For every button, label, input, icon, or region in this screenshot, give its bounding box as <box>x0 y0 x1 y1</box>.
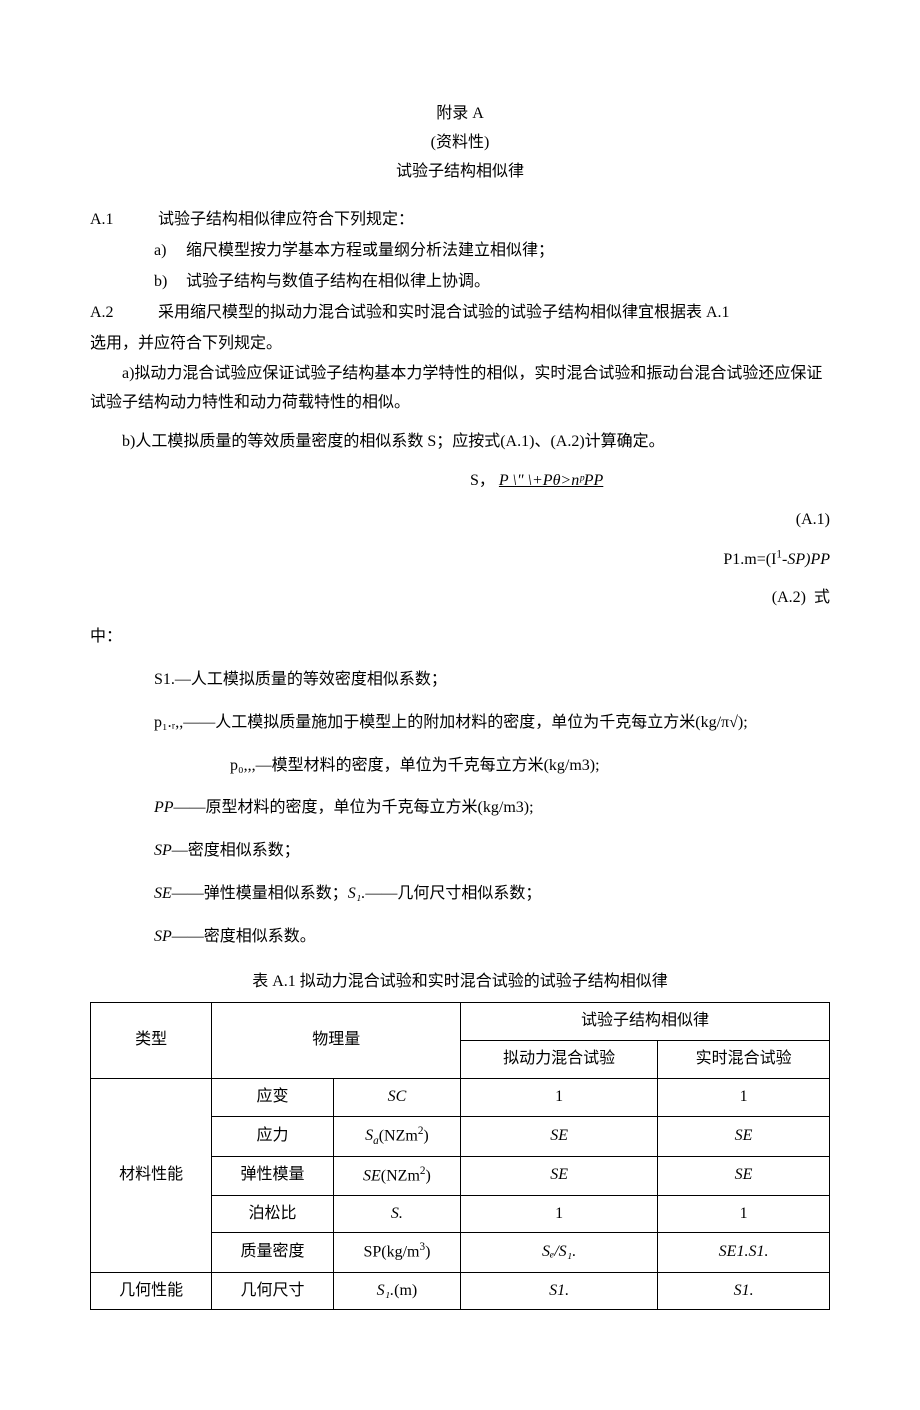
var-def: SE——弹性模量相似系数；S₁.——几何尺寸相似系数； <box>90 880 830 909</box>
eq-num-text: (A.2) <box>772 589 806 606</box>
col-pseudo: 拟动力混合试验 <box>461 1041 658 1079</box>
table-caption: 表 A.1 拟动力混合试验和实时混合试验的试验子结构相似律 <box>90 968 830 997</box>
list-marker: b) <box>154 268 182 297</box>
para-a: a)拟动力混合试验应保证试验子结构基本力学特性的相似，实时混合试验和振动台混合试… <box>90 360 830 418</box>
list-text: 缩尺模型按力学基本方程或量纲分析法建立相似律； <box>186 242 554 259</box>
list-marker: a) <box>154 237 182 266</box>
section-a2: A.2 采用缩尺模型的拟动力混合试验和实时混合试验的试验子结构相似律宜根据表 A… <box>90 299 830 328</box>
equation-1-num: (A.1) <box>90 506 830 535</box>
col-law: 试验子结构相似律 <box>461 1003 830 1041</box>
cell: SE1.S1. <box>658 1233 830 1272</box>
section-text: 采用缩尺模型的拟动力混合试验和实时混合试验的试验子结构相似律宜根据表 A.1 <box>158 304 730 321</box>
cell: 质量密度 <box>212 1233 333 1272</box>
cell: SC <box>333 1079 460 1117</box>
variable-definitions: S1.—人工模拟质量的等效密度相似系数； p₁.ᵣ,,——人工模拟质量施加于模型… <box>90 666 830 952</box>
cell: 1 <box>658 1079 830 1117</box>
cell: SE(NZm2) <box>333 1156 460 1195</box>
list-item-b: b) 试验子结构与数值子结构在相似律上协调。 <box>90 268 830 297</box>
cell: SE <box>461 1116 658 1156</box>
cell: 1 <box>658 1195 830 1233</box>
eq-label: S， <box>470 472 495 489</box>
cell: 应力 <box>212 1116 333 1156</box>
col-realtime: 实时混合试验 <box>658 1041 830 1079</box>
table-header-row: 类型 物理量 试验子结构相似律 <box>91 1003 830 1041</box>
equation-2-num: (A.2) 式 <box>90 584 830 613</box>
cell: 几何尺寸 <box>212 1272 333 1310</box>
cell: S1. <box>461 1272 658 1310</box>
cell: 弹性模量 <box>212 1156 333 1195</box>
cell: S₁.(m) <box>333 1272 460 1310</box>
cell: SP(kg/m3) <box>333 1233 460 1272</box>
cell: S. <box>333 1195 460 1233</box>
col-phys: 物理量 <box>212 1003 461 1079</box>
section-text: 试验子结构相似律应符合下列规定： <box>158 211 414 228</box>
cell: SE <box>658 1156 830 1195</box>
title-block: 附录 A (资料性) 试验子结构相似律 <box>90 100 830 186</box>
list-item-a: a) 缩尺模型按力学基本方程或量纲分析法建立相似律； <box>90 237 830 266</box>
section-number: A.1 <box>90 206 154 235</box>
section-number: A.2 <box>90 299 154 328</box>
cell: SE <box>461 1156 658 1195</box>
var-def: p₁.ᵣ,,——人工模拟质量施加于模型上的附加材料的密度，单位为千克每立方米(k… <box>90 709 830 738</box>
doc-title: 试验子结构相似律 <box>90 158 830 187</box>
var-def: SP——密度相似系数。 <box>90 923 830 952</box>
appendix-label: 附录 A <box>90 100 830 129</box>
cell: S1. <box>658 1272 830 1310</box>
cell: Sₑ/S₁. <box>461 1233 658 1272</box>
var-def: S1.—人工模拟质量的等效密度相似系数； <box>90 666 830 695</box>
eq-body: P \" \+Pθ>nᵖPP <box>499 472 603 489</box>
section-a1: A.1 试验子结构相似律应符合下列规定： <box>90 206 830 235</box>
table-row: 几何性能 几何尺寸 S₁.(m) S1. S1. <box>91 1272 830 1310</box>
group-material: 材料性能 <box>91 1079 212 1273</box>
var-def: PP——原型材料的密度，单位为千克每立方米(kg/m3); <box>90 794 830 823</box>
similarity-table: 类型 物理量 试验子结构相似律 拟动力混合试验 实时混合试验 材料性能 应变 S… <box>90 1002 830 1310</box>
group-geom: 几何性能 <box>91 1272 212 1310</box>
cell: Sa(NZm2) <box>333 1116 460 1156</box>
cell: 应变 <box>212 1079 333 1117</box>
cell: 1 <box>461 1079 658 1117</box>
nature-label: (资料性) <box>90 129 830 158</box>
col-type: 类型 <box>91 1003 212 1079</box>
var-def: SP—密度相似系数； <box>90 837 830 866</box>
section-a2-cont: 选用，并应符合下列规定。 <box>90 330 830 359</box>
cell: 1 <box>461 1195 658 1233</box>
equation-2: P1.m=(I1-SP)PP <box>90 544 830 574</box>
eq-body: P1.m=(I1-SP)PP <box>723 551 830 568</box>
list-text: 试验子结构与数值子结构在相似律上协调。 <box>186 273 490 290</box>
equation-1: S， P \" \+Pθ>nᵖPP <box>90 467 830 496</box>
table-row: 材料性能 应变 SC 1 1 <box>91 1079 830 1117</box>
cell: SE <box>658 1116 830 1156</box>
cell: 泊松比 <box>212 1195 333 1233</box>
para-b: b)人工模拟质量的等效质量密度的相似系数 S；应按式(A.1)、(A.2)计算确… <box>90 428 830 457</box>
var-def: p₀,,,—模型材料的密度，单位为千克每立方米(kg/m3); <box>90 752 830 781</box>
where-line: 中： <box>90 623 830 652</box>
